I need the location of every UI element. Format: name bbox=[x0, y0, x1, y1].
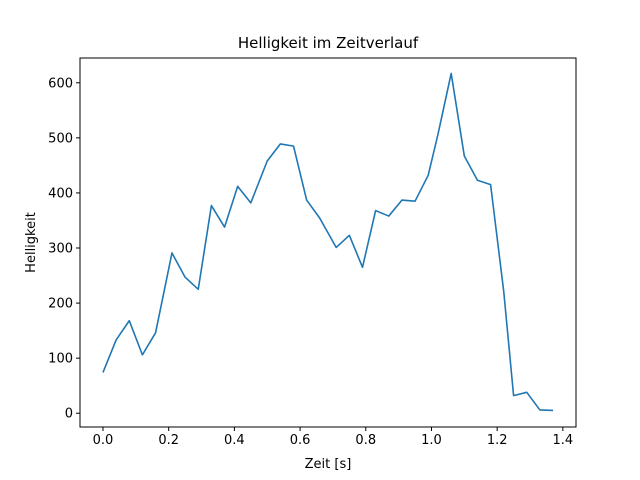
x-axis-ticks: 0.0 0.2 0.4 0.6 0.8 1.0 1.2 1.4 bbox=[93, 427, 574, 448]
x-tick-label: 0.0 bbox=[93, 433, 114, 448]
x-tick-label: 1.0 bbox=[421, 433, 442, 448]
y-tick-label: 600 bbox=[48, 76, 73, 91]
x-tick-label: 1.2 bbox=[487, 433, 508, 448]
y-tick-label: 300 bbox=[48, 242, 73, 257]
plot-frame bbox=[79, 57, 577, 428]
x-tick-label: 0.8 bbox=[355, 433, 376, 448]
y-tick-label: 200 bbox=[48, 297, 73, 312]
y-tick-label: 0 bbox=[65, 407, 73, 422]
x-axis-label: Zeit [s] bbox=[305, 457, 352, 472]
x-tick-label: 0.4 bbox=[224, 433, 245, 448]
y-axis-ticks: 0 100 200 300 400 500 600 bbox=[48, 76, 80, 422]
chart-title: Helligkeit im Zeitverlauf bbox=[238, 34, 419, 52]
y-tick-label: 100 bbox=[48, 352, 73, 367]
series-line-1 bbox=[102, 72, 554, 412]
y-tick-label: 400 bbox=[48, 186, 73, 201]
plot-area bbox=[102, 72, 554, 412]
x-tick-label: 1.4 bbox=[553, 433, 574, 448]
y-tick-label: 500 bbox=[48, 131, 73, 146]
x-tick-label: 0.6 bbox=[290, 433, 311, 448]
y-axis-label: Helligkeit bbox=[24, 212, 39, 273]
x-tick-label: 0.2 bbox=[158, 433, 179, 448]
